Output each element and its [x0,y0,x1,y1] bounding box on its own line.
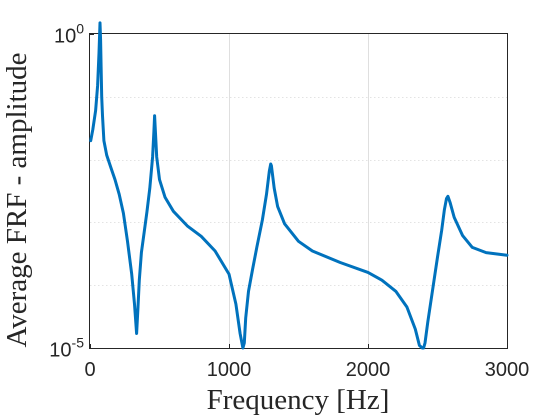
x-tick-label: 3000 [485,359,530,381]
x-tick-label: 0 [84,359,95,381]
frf-line-0 [89,21,509,350]
x-tick-label: 1000 [207,359,252,381]
y-tick-label: 100 [54,21,84,48]
axis-ticks: 0 1000 2000 3000 10-5 100 [49,21,529,382]
series-layer [89,21,509,350]
x-axis-label: Frequency [Hz] [207,384,390,416]
grid [90,34,507,348]
y-tick-label: 10-5 [49,335,84,362]
y-axis-label: Average FRF - amplitude [1,52,33,347]
plot-frame [89,33,508,349]
x-tick-label: 2000 [346,359,391,381]
